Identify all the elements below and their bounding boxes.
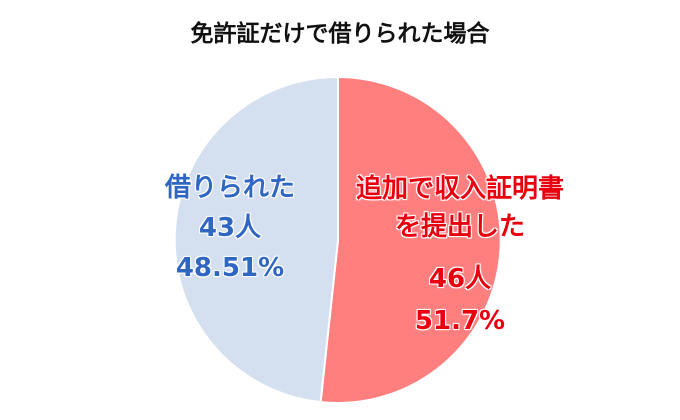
label-borrowed-percent: 48.51% [175,253,285,283]
label-borrowed-name: 借りられた [164,173,295,203]
label-borrowed-count: 43人 [198,213,262,243]
label-submitted: 追加で収入証明書 を提出した 46人 51.7% [340,170,580,340]
label-borrowed: 借りられた 43人 48.51% [140,168,320,288]
label-submitted-count: 46人 [428,264,492,294]
chart-title: 免許証だけで借りられた場合 [190,21,490,47]
slice-borrowed [173,75,339,404]
label-submitted-percent: 51.7% [414,306,506,336]
label-submitted-name-2: を提出した [394,212,525,242]
slice-submitted-income-proof [319,75,502,404]
label-submitted-name-1: 追加で収入証明書 [355,174,564,204]
